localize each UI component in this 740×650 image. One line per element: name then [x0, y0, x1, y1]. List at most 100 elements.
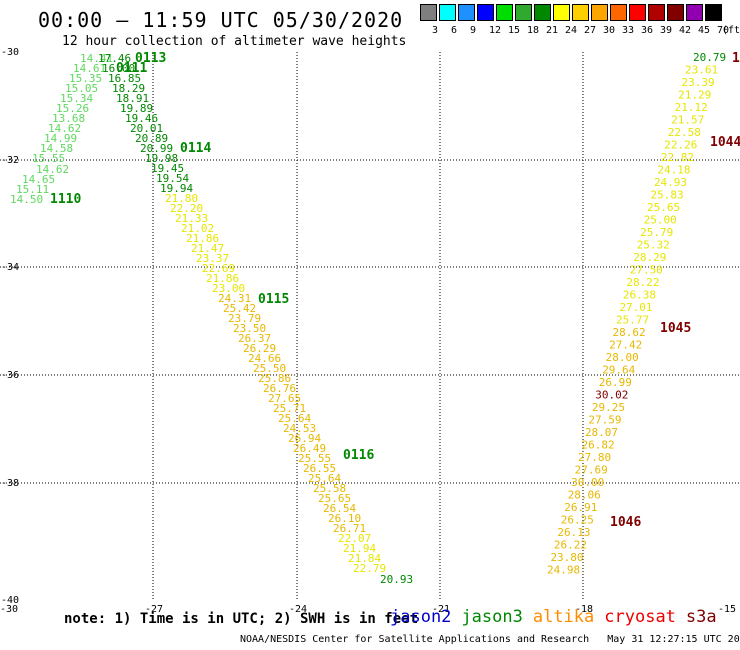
wave-height-value: 20.79: [693, 51, 726, 64]
wave-height-value: 19.98: [145, 152, 178, 165]
wave-height-value: 19.46: [125, 112, 158, 125]
wave-height-value: 25.79: [640, 226, 673, 239]
wave-height-value: 27.69: [575, 464, 608, 477]
wave-height-value: 24.93: [654, 176, 687, 189]
wave-height-value: 21.80: [165, 192, 198, 205]
wave-height-value: 14.62: [36, 163, 69, 176]
legend-swatch: [667, 4, 684, 21]
legend-label: 9: [470, 25, 477, 36]
wave-height-value: 26.37: [238, 332, 271, 345]
wave-height-value: 15.35: [69, 72, 102, 85]
wave-height-value: 26.22: [554, 539, 587, 552]
legend-swatch: [515, 4, 532, 21]
legend-swatch: [458, 4, 475, 21]
wave-height-value: 22.58: [668, 126, 701, 139]
wave-height-value: 21.33: [175, 212, 208, 225]
legend-label: 18: [527, 25, 540, 36]
pass-time-label: 0114: [180, 141, 211, 156]
legend-label: 45: [698, 25, 711, 36]
wave-height-value: 28.07: [585, 426, 618, 439]
page-title: 00:00 – 11:59 UTC 05/30/2020: [38, 8, 404, 32]
wave-height-value: 27.50: [630, 264, 663, 277]
wave-height-value: 28.62: [613, 326, 646, 339]
wave-height-value: 20.89: [135, 132, 168, 145]
satellite-name-jason2: jason2: [390, 607, 452, 627]
wave-height-value: 26.94: [288, 432, 321, 445]
wave-height-value: 30.02: [595, 389, 628, 402]
pass-time-label: 0113: [135, 51, 166, 66]
wave-height-value: 14.58: [40, 142, 73, 155]
footer-note: note: 1) Time is in UTC; 2) SWH is in fe…: [64, 611, 419, 627]
wave-height-value: 25.86: [258, 372, 291, 385]
lat-tick-label: -38: [1, 478, 19, 489]
wave-height-value: 21.57: [671, 114, 704, 127]
wave-height-value: 26.13: [557, 526, 590, 539]
wave-height-value: 23.37: [196, 252, 229, 265]
legend-swatch: [420, 4, 437, 21]
footer-credit: NOAA/NESDIS Center for Satellite Applica…: [240, 634, 740, 645]
wave-height-value: 24.18: [657, 164, 690, 177]
legend-swatch: [496, 4, 513, 21]
wave-height-value: 28.06: [568, 489, 601, 502]
wave-height-value: 19.94: [160, 182, 193, 195]
legend-swatch: [610, 4, 627, 21]
wave-height-value: 23.00: [212, 282, 245, 295]
wave-height-value: 27.80: [578, 451, 611, 464]
axis-tick-labels: -30-32-34-36-38-40-30 -27 -24 -21 -18 -15: [0, 47, 736, 615]
pass-time-label: 1: [732, 51, 740, 66]
wave-height-value: 22.20: [170, 202, 203, 215]
wave-height-value: 16.85: [108, 72, 141, 85]
wave-height-value: 22.26: [664, 139, 697, 152]
wave-height-value: 26.76: [263, 382, 296, 395]
legend-label: 24: [565, 25, 578, 36]
legend-swatch: [705, 4, 722, 21]
pass-time-label: 0116: [343, 448, 374, 463]
wave-height-value: 21.94: [343, 542, 376, 555]
wave-height-value: 19.45: [151, 162, 184, 175]
wave-height-value: 25.83: [651, 189, 684, 202]
legend-swatch: [686, 4, 703, 21]
wave-height-value: 15.34: [60, 92, 93, 105]
lon-tick-label: -18: [575, 604, 593, 615]
legend-label: 70: [717, 25, 730, 36]
wave-height-value: 21.84: [348, 552, 381, 565]
wave-height-value: 26.38: [623, 289, 656, 302]
wave-height-value: 25.77: [616, 314, 649, 327]
lon-tick-label: -30: [0, 604, 18, 615]
wave-height-value: 27.59: [588, 414, 621, 427]
wave-height-value: 26.82: [582, 439, 615, 452]
legend-swatch: [439, 4, 456, 21]
wave-height-value: 19.89: [120, 102, 153, 115]
legend-label: 36: [641, 25, 654, 36]
wave-height-value: 26.10: [328, 512, 361, 525]
satellite-name-cryosat: cryosat: [604, 607, 676, 627]
wave-height-value: 14.61: [73, 62, 106, 75]
satellite-name-jason3: jason3: [461, 607, 523, 627]
lat-tick-label: -32: [1, 155, 19, 166]
wave-height-value: 23.79: [228, 312, 261, 325]
legend-swatch: [477, 4, 494, 21]
wave-height-value: 21.86: [186, 232, 219, 245]
wave-height-value: 15.26: [56, 102, 89, 115]
wave-height-value: 22.82: [661, 151, 694, 164]
wave-height-value: 21.12: [675, 101, 708, 114]
wave-height-value: 29.64: [602, 364, 635, 377]
legend-swatch: [534, 4, 551, 21]
wave-height-value: 13.68: [52, 112, 85, 125]
wave-height-value: 23.39: [682, 76, 715, 89]
wave-height-value: 27.01: [619, 301, 652, 314]
page-subtitle: 12 hour collection of altimeter wave hei…: [62, 34, 407, 49]
wave-height-value: 24.98: [547, 564, 580, 577]
pass-time-label: 0115: [258, 292, 289, 307]
wave-height-value: 22.07: [338, 532, 371, 545]
pass-time-label: 1046: [610, 515, 641, 530]
wave-height-value: 25.58: [313, 482, 346, 495]
wave-height-value: 26.91: [564, 501, 597, 514]
wave-height-value: 26.99: [599, 376, 632, 389]
wave-height-value: 23.80: [550, 551, 583, 564]
wave-height-value: 15.11: [16, 183, 49, 196]
legend-swatch: [629, 4, 646, 21]
legend-swatch: [591, 4, 608, 21]
